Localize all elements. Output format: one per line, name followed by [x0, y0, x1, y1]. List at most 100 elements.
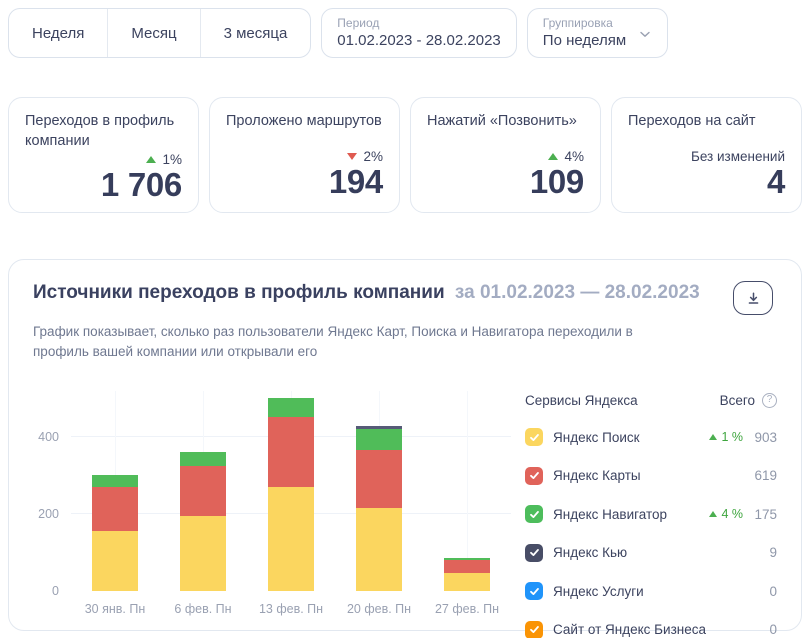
legend-row[interactable]: Яндекс Карты 619 [525, 466, 777, 485]
period-field-value: 01.02.2023 - 28.02.2023 [337, 32, 501, 50]
legend-total: 903 [754, 429, 777, 445]
bar-segment [356, 450, 402, 508]
stat-delta-text: 1% [162, 151, 182, 167]
grouping-value: По неделям [542, 32, 627, 50]
legend-total: 175 [754, 506, 777, 522]
stat-delta: Без изменений [628, 149, 785, 164]
legend-title: Сервисы Яндекса [525, 392, 638, 408]
download-button[interactable] [733, 281, 773, 315]
bar-segment [180, 465, 226, 516]
stat-delta-text: 2% [363, 149, 383, 165]
bar-column [335, 390, 423, 591]
bar-segment [268, 398, 314, 418]
stat-card: Нажатий «Позвонить» 4% 109 [410, 97, 601, 213]
stats-row: Переходов в профиль компании 1% 1 706 Проло… [8, 97, 802, 213]
bar-segment [268, 417, 314, 487]
triangle-up-icon [146, 155, 157, 163]
x-axis: 30 янв. Пн 6 фев. Пн 13 фев. Пн 20 фев. Пн 2… [71, 602, 511, 616]
legend-row[interactable]: Яндекс Поиск 1 % 903 [525, 428, 777, 446]
legend-total: 0 [769, 622, 777, 637]
stat-card: Переходов в профиль компании 1% 1 706 [8, 97, 199, 213]
checkbox-checked-icon[interactable] [525, 543, 543, 562]
triangle-up-icon [709, 511, 718, 517]
stacked-bar[interactable] [356, 425, 402, 591]
bar-segment [444, 557, 490, 560]
stat-bottom: 2% 194 [226, 149, 383, 201]
bar-segment [356, 428, 402, 451]
legend-label: Сайт от Яндекс Бизнеса [553, 622, 706, 637]
grouping-label: Группировка [542, 15, 613, 30]
question-icon[interactable]: ? [762, 392, 777, 408]
legend-total-header: Всего [719, 392, 755, 408]
y-tick-label: 400 [38, 429, 59, 444]
bar-segment [444, 573, 490, 591]
stacked-bar[interactable] [268, 398, 314, 591]
x-tick-label: 13 фев. Пн [258, 601, 324, 616]
stat-title: Переходов на сайт [628, 113, 756, 129]
checkbox-checked-icon[interactable] [525, 466, 543, 485]
checkbox-checked-icon[interactable] [525, 582, 543, 600]
triangle-up-icon [548, 153, 559, 161]
stat-delta: 4% [427, 149, 584, 164]
stat-value: 109 [529, 163, 584, 201]
legend-delta: 4 % [709, 507, 743, 521]
bar-segment [180, 452, 226, 466]
x-tick-label: 30 янв. Пн [84, 601, 146, 616]
checkbox-checked-icon[interactable] [525, 505, 543, 523]
stat-title: Нажатий «Позвонить» [427, 113, 577, 129]
tab-range-3[interactable]: 3 месяца [199, 9, 311, 57]
bar-segment [92, 475, 138, 487]
y-axis: 0 200 400 [33, 391, 71, 598]
bar-segment [92, 486, 138, 531]
stat-value: 4 [766, 163, 785, 201]
stat-value: 1 706 [100, 165, 182, 203]
chevron-down-icon [638, 27, 652, 41]
legend-label: Яндекс Поиск [553, 429, 640, 445]
bar-column [159, 390, 247, 591]
y-tick-label: 200 [38, 506, 59, 521]
stacked-bar[interactable] [444, 557, 490, 591]
chart-title-text: Источники переходов в профиль компании [33, 282, 445, 303]
legend-row[interactable]: Яндекс Кью 9 [525, 543, 777, 562]
download-icon [746, 291, 761, 306]
stat-delta-text: Без изменений [690, 149, 785, 165]
stacked-bar[interactable] [180, 452, 226, 591]
x-tick-label: 6 фев. Пн [174, 601, 232, 616]
stacked-bar[interactable] [92, 475, 138, 591]
bar-segment [356, 507, 402, 591]
x-tick-label: 20 фев. Пн [346, 601, 412, 616]
bar-segment [92, 530, 138, 591]
legend-row[interactable]: Яндекс Навигатор 4 % 175 [525, 505, 777, 523]
gridline-vertical [467, 390, 468, 591]
legend-total: 619 [754, 468, 777, 483]
legend-label: Яндекс Карты [553, 468, 641, 483]
tab-range-1[interactable]: Неделя [32, 24, 85, 42]
stat-bottom: 4% 109 [427, 149, 584, 201]
stat-delta: 2% [226, 149, 383, 164]
period-field-label: Период [337, 15, 380, 30]
stacked-bar-chart: 0 200 400 30 янв. Пн 6 фев. Пн 13 фев. Пн 20 … [33, 390, 511, 638]
bar-column [71, 390, 159, 591]
legend-header: Сервисы Яндекса Всего ? [525, 392, 777, 408]
chart-legend: Сервисы Яндекса Всего ? Яндекс Поиск 1 % 9… [525, 391, 777, 638]
checkbox-checked-icon[interactable] [525, 428, 543, 446]
stat-delta: 1% [25, 152, 182, 167]
stat-card: Проложено маршрутов 2% 194 [209, 97, 400, 213]
grouping-select[interactable]: Группировка По неделям [526, 8, 669, 58]
y-tick-label: 0 [52, 583, 59, 598]
legend-row[interactable]: Яндекс Услуги 0 [525, 582, 777, 600]
bar-segment [268, 486, 314, 591]
bar-column [247, 390, 335, 591]
checkbox-checked-icon[interactable] [525, 620, 543, 638]
tab-range-2[interactable]: Месяц [107, 9, 199, 57]
period-field[interactable]: Период 01.02.2023 - 28.02.2023 [321, 8, 517, 58]
stat-value: 194 [328, 163, 383, 201]
legend-label: Яндекс Навигатор [553, 506, 668, 522]
chart-title: Источники переходов в профиль компании з… [33, 281, 700, 306]
legend-total: 0 [769, 583, 777, 599]
chart-title-period: за 01.02.2023 — 28.02.2023 [454, 282, 700, 303]
legend-row[interactable]: Сайт от Яндекс Бизнеса 0 [525, 620, 777, 638]
bar-segment [444, 559, 490, 574]
legend-delta-text: 4 % [721, 507, 743, 521]
